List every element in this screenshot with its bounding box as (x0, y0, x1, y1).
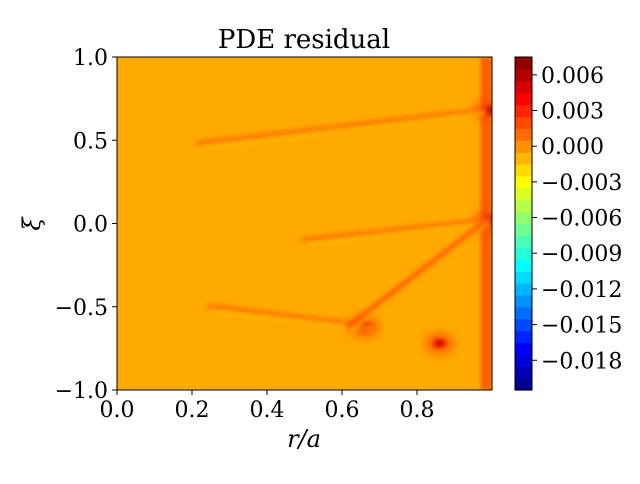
colorbar-segment (515, 152, 532, 165)
colorbar-segment (515, 342, 532, 355)
heatmap-hot-spot (433, 339, 446, 348)
colorbar-segment (515, 318, 532, 332)
chart-title: PDE residual (218, 25, 390, 55)
colorbar-segment (515, 211, 532, 225)
colorbar-segment (515, 57, 532, 70)
colorbar-segment (515, 306, 532, 320)
heatmap-streak (196, 106, 488, 148)
colorbar-tick-label: 0.000 (541, 135, 604, 160)
colorbar-segment (515, 128, 532, 141)
colorbar-tick-label: −0.018 (541, 349, 622, 374)
colorbar-segment (515, 271, 532, 284)
colorbar-tick-label: −0.006 (541, 207, 622, 232)
colorbar-tick-label: 0.006 (541, 64, 604, 89)
heatmap-streak-edge (348, 222, 490, 332)
colorbar-segment (515, 140, 532, 153)
colorbar-segment (515, 354, 532, 367)
colorbar-tick-label: 0.003 (541, 100, 604, 125)
x-tick-label: 0.8 (400, 398, 435, 423)
colorbar-segment (515, 235, 532, 248)
heatmap-streak-edge (304, 221, 489, 246)
y-tick-label: −0.5 (55, 296, 108, 321)
colorbar-tick-label: −0.015 (541, 314, 622, 339)
heatmap-streak-edge (210, 309, 373, 331)
colorbar-segment (515, 80, 532, 94)
colorbar-segment (515, 366, 532, 379)
heatmap-streak (346, 216, 492, 331)
x-tick-label: 0.4 (250, 398, 285, 423)
x-tick-label: 0.2 (175, 398, 210, 423)
colorbar-segment (515, 247, 532, 260)
colorbar-segment (515, 199, 532, 213)
colorbar-tick-label: −0.009 (541, 242, 622, 267)
colorbar-segment (515, 223, 532, 236)
x-axis: 0.0 0.2 0.4 0.6 0.8 (100, 390, 435, 423)
colorbar-segment (515, 282, 532, 296)
y-tick-label: 0.0 (73, 213, 108, 238)
x-tick-label: 0.0 (100, 398, 135, 423)
colorbar-segment (515, 92, 532, 106)
colorbar-segment (515, 187, 532, 201)
colorbar-segment (515, 164, 532, 177)
colorbar-segment (515, 294, 532, 308)
colorbar-tick-label: −0.012 (541, 278, 622, 303)
colorbar-frame (514, 56, 533, 391)
colorbar-segment (515, 68, 532, 82)
colorbar-tick-label: −0.003 (541, 171, 622, 196)
colorbar-segment (515, 259, 532, 272)
y-tick-label: 1.0 (73, 46, 108, 71)
heatmap-streak-edge (199, 112, 485, 149)
colorbar-segment (515, 116, 532, 129)
heatmap-streak (207, 303, 376, 331)
heatmap-area (117, 57, 492, 390)
x-axis-label: r/a (287, 425, 321, 453)
y-axis-label: ξ (18, 216, 46, 231)
y-tick-label: −1.0 (55, 379, 108, 404)
heatmap-features (196, 57, 492, 390)
colorbar-segment (515, 104, 532, 118)
colorbar-segment (515, 175, 532, 189)
y-axis: −1.0 −0.5 0.0 0.5 1.0 (55, 46, 117, 404)
colorbar-segment (515, 330, 532, 344)
y-tick-label: 0.5 (73, 129, 108, 154)
colorbar-segment (515, 378, 532, 391)
colorbar: 0.006 0.003 0.000 −0.003 −0.006 −0.009 −0.012 −… (514, 56, 622, 391)
x-tick-label: 0.6 (325, 398, 360, 423)
heatmap-streak (301, 216, 492, 244)
